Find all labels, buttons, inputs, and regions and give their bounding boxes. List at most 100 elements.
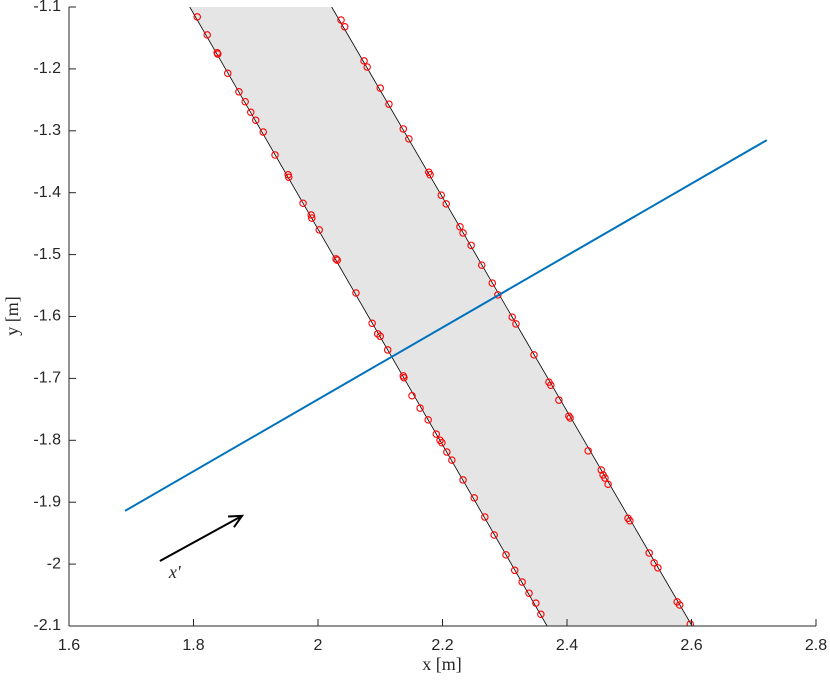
y-tick-label: -2 [47,555,61,572]
point [203,31,211,39]
point [368,319,376,328]
y-tick-label: -1.6 [33,308,61,325]
x-axis-label: x [m] [422,654,462,674]
point [376,84,384,92]
point [477,261,486,269]
y-tick-label: -1.7 [33,370,61,387]
point [510,566,519,575]
point [299,199,307,207]
point [565,412,573,420]
plot-area [124,7,768,626]
y-tick-label: -1.8 [33,432,61,449]
point [259,128,267,136]
y-tick-label: -1.9 [33,493,61,510]
x-tick-label: 1.6 [58,637,80,654]
point [424,416,432,424]
point [502,551,510,559]
point [530,351,538,359]
y-tick-label: -2.1 [33,617,61,634]
point [675,601,684,609]
y-tick-label: -1.2 [33,60,61,77]
point [337,16,345,24]
point [467,241,475,250]
point [214,50,222,58]
point [566,414,574,422]
point [626,517,634,525]
point [315,226,323,234]
x-tick-label: 1.8 [182,637,204,654]
point [376,332,384,341]
point [352,289,360,297]
y-tick-label: -1.4 [33,184,61,201]
point [383,346,392,354]
annotation: x′ [168,562,182,582]
point [508,313,516,321]
point [459,229,467,237]
point [448,456,456,464]
arrow-head [228,514,245,528]
point [416,404,424,412]
point [399,125,408,133]
point [512,320,520,328]
point [341,23,349,31]
point [442,200,450,208]
point [481,513,489,521]
point [235,88,243,96]
point [650,559,658,567]
point [597,466,605,474]
point [400,374,408,382]
line [124,139,768,512]
y-tick-label: -1.1 [33,0,61,15]
point [307,211,315,219]
point [385,100,393,108]
band-area [189,7,693,626]
point [604,480,612,488]
point [271,151,279,159]
x-tick-label: 2.6 [680,637,702,654]
point [241,97,249,106]
x-tick-label: 2 [314,637,323,654]
point [252,116,260,125]
arrow-shaft [159,514,243,562]
point [601,474,609,482]
point [537,610,545,618]
point [547,381,555,389]
point [488,279,497,287]
y-tick-label: -1.5 [33,246,61,263]
point [459,476,467,484]
point [518,578,526,586]
y-axis-label: y [m] [2,296,22,336]
point [408,391,416,400]
point [490,531,498,539]
point [432,430,441,438]
axes: 1.6 1.8 2 2.2 2.4 2.6 2.8 -2.1 -2 -1.9 -1.8 -1.7 -1.… [33,0,827,654]
point [247,108,255,116]
point [532,599,540,607]
point [443,448,451,456]
point [284,173,293,181]
x-tick-label: 2.4 [556,637,578,654]
point [654,564,662,572]
x-tick-label: 2.8 [805,637,827,654]
point [405,135,413,143]
point [223,69,232,77]
point [426,170,434,179]
point [308,214,316,222]
point [333,256,342,264]
x-tick-label: 2.2 [431,637,453,654]
point [374,330,382,338]
point [193,13,201,21]
point [470,494,478,502]
point [584,447,592,455]
point [645,549,653,557]
point [363,63,371,71]
point [686,620,695,626]
point [360,57,368,65]
point [494,291,502,299]
band-edge [189,7,548,626]
point [437,191,446,199]
y-tick-label: -1.3 [33,122,61,139]
point [332,255,340,263]
point [456,222,464,231]
